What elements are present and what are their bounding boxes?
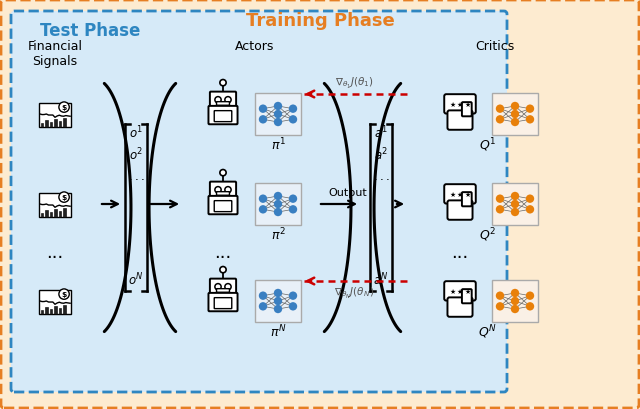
Bar (45, 121, 47, 128)
FancyBboxPatch shape (444, 281, 476, 301)
Circle shape (220, 170, 226, 176)
Text: Critics: Critics (476, 40, 515, 53)
Bar (59, 308, 61, 314)
Text: Actors: Actors (236, 40, 275, 53)
FancyBboxPatch shape (492, 94, 538, 136)
Text: ★: ★ (465, 191, 471, 197)
Bar (54, 119, 57, 128)
Circle shape (289, 105, 297, 114)
Text: $Q^1$: $Q^1$ (479, 136, 497, 153)
FancyBboxPatch shape (216, 192, 230, 196)
Text: Output: Output (328, 188, 367, 198)
Text: ★: ★ (465, 288, 471, 294)
Text: $...$: $...$ (128, 170, 144, 183)
Circle shape (215, 284, 221, 290)
Circle shape (59, 289, 69, 299)
Bar (39, 104, 71, 128)
Circle shape (274, 119, 282, 127)
Circle shape (511, 103, 519, 111)
Text: Financial
Signals: Financial Signals (28, 40, 83, 68)
Circle shape (225, 284, 231, 290)
FancyBboxPatch shape (209, 196, 237, 215)
Text: ★: ★ (449, 101, 455, 107)
Circle shape (259, 302, 268, 311)
FancyBboxPatch shape (492, 184, 538, 225)
Text: $Q^N$: $Q^N$ (479, 322, 497, 340)
Circle shape (496, 292, 504, 300)
Circle shape (259, 292, 268, 300)
Bar (63, 305, 66, 314)
Text: $o^1$: $o^1$ (129, 124, 143, 141)
Circle shape (511, 297, 519, 306)
Text: ...: ... (46, 244, 63, 262)
Bar (50, 213, 52, 218)
Circle shape (274, 208, 282, 217)
Bar (59, 122, 61, 128)
Text: ...: ... (214, 244, 232, 262)
Bar (39, 290, 71, 314)
FancyBboxPatch shape (255, 184, 301, 225)
Circle shape (511, 110, 519, 119)
Text: Training Phase: Training Phase (246, 12, 394, 30)
Text: $a^1$: $a^1$ (374, 124, 388, 141)
Bar (59, 212, 61, 218)
Circle shape (225, 187, 231, 193)
Circle shape (511, 192, 519, 201)
Circle shape (289, 302, 297, 311)
FancyBboxPatch shape (444, 95, 476, 114)
Circle shape (511, 208, 519, 217)
Circle shape (511, 119, 519, 127)
FancyBboxPatch shape (462, 103, 472, 117)
Text: $\pi^1$: $\pi^1$ (271, 136, 285, 153)
Circle shape (496, 206, 504, 214)
Circle shape (526, 195, 534, 203)
Circle shape (274, 110, 282, 119)
Circle shape (526, 116, 534, 124)
Bar (45, 308, 47, 314)
Circle shape (259, 116, 268, 124)
FancyBboxPatch shape (209, 107, 237, 125)
FancyBboxPatch shape (214, 111, 232, 122)
Circle shape (496, 195, 504, 203)
Text: $: $ (61, 195, 67, 200)
FancyBboxPatch shape (447, 111, 472, 130)
Circle shape (274, 103, 282, 111)
Bar (63, 209, 66, 218)
Circle shape (220, 80, 226, 87)
Circle shape (259, 206, 268, 214)
FancyBboxPatch shape (216, 102, 230, 106)
Circle shape (59, 192, 69, 203)
Circle shape (274, 305, 282, 313)
Circle shape (496, 302, 504, 311)
Bar (50, 123, 52, 128)
FancyBboxPatch shape (214, 201, 232, 212)
FancyBboxPatch shape (210, 279, 236, 294)
Text: ★: ★ (449, 288, 455, 294)
Circle shape (511, 200, 519, 209)
Text: $o^2$: $o^2$ (129, 146, 143, 163)
Bar (54, 306, 57, 314)
FancyBboxPatch shape (462, 290, 472, 303)
FancyBboxPatch shape (216, 289, 230, 292)
FancyBboxPatch shape (447, 298, 472, 317)
Bar (41, 310, 43, 314)
Text: $\nabla_{\theta_1}J(\theta_1)$: $\nabla_{\theta_1}J(\theta_1)$ (335, 76, 374, 91)
Circle shape (289, 206, 297, 214)
Circle shape (259, 195, 268, 203)
Bar (39, 194, 71, 218)
Text: $: $ (61, 291, 67, 297)
FancyBboxPatch shape (492, 280, 538, 322)
Circle shape (496, 116, 504, 124)
Text: ★: ★ (465, 101, 471, 107)
Circle shape (289, 195, 297, 203)
Text: $\nabla_{\theta_N}J(\theta_N)$: $\nabla_{\theta_N}J(\theta_N)$ (335, 285, 374, 300)
Bar (41, 124, 43, 128)
Bar (41, 213, 43, 218)
FancyBboxPatch shape (447, 201, 472, 220)
Bar (63, 119, 66, 128)
FancyBboxPatch shape (462, 193, 472, 207)
FancyBboxPatch shape (210, 182, 236, 198)
FancyBboxPatch shape (214, 298, 232, 309)
Circle shape (274, 297, 282, 306)
